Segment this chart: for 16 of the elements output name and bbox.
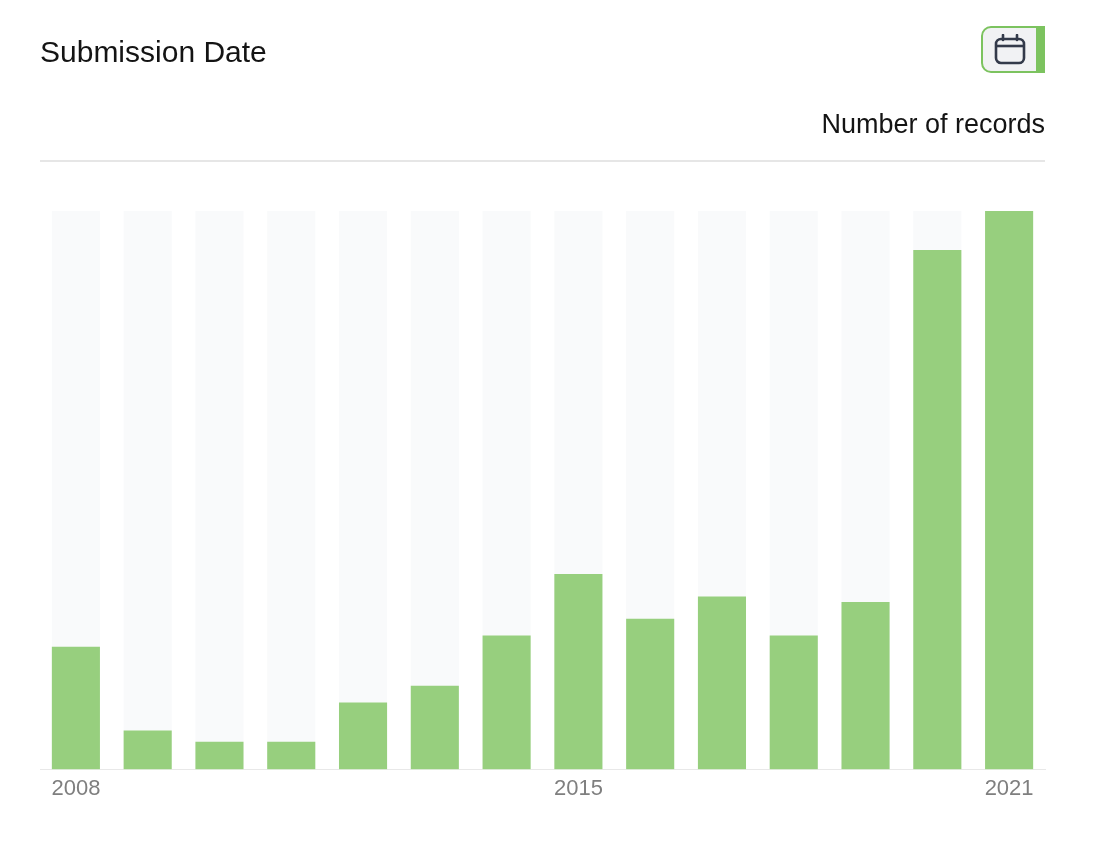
bar [482, 635, 531, 770]
y-axis-title: Number of records [821, 109, 1045, 140]
bar [267, 741, 316, 770]
x-tick-label: 2021 [984, 774, 1034, 800]
bar [51, 646, 100, 770]
bar [697, 596, 747, 770]
bar [123, 730, 172, 770]
chart-title: Submission Date [40, 35, 267, 69]
bar [410, 685, 459, 770]
x-tick-label: 2015 [553, 774, 603, 800]
x-tick-label: 2008 [51, 774, 101, 800]
bar [769, 635, 818, 770]
bar [841, 602, 890, 770]
bar [338, 702, 388, 770]
bar [626, 618, 675, 770]
bar [195, 741, 244, 770]
